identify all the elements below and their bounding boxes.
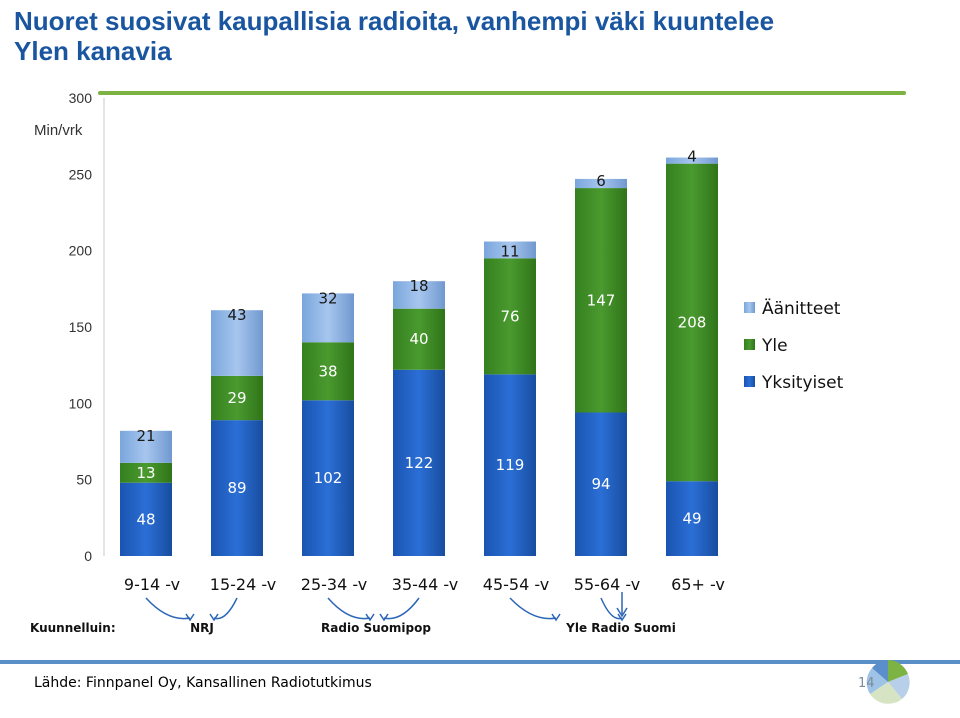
y-tick-label: 150 <box>69 319 93 335</box>
bar-segment-yksityiset <box>120 482 172 556</box>
legend-swatch-yksityiset <box>744 376 755 387</box>
arrow-head <box>617 613 627 622</box>
bar-segment-yle <box>211 375 263 421</box>
source-note: Lähde: Finnpanel Oy, Kansallinen Radiotu… <box>34 675 372 691</box>
bar-segment-aanitteet <box>575 178 627 189</box>
bar-segment-yle <box>575 188 627 413</box>
legend-label-aanitteet: Äänitteet <box>762 298 841 319</box>
x-tick-label: 65+ -v <box>671 575 725 594</box>
bar-segment-yle <box>120 462 172 483</box>
y-tick-label: 300 <box>69 90 93 106</box>
bar-segment-aanitteet <box>484 241 536 259</box>
connector-arrow <box>509 597 557 620</box>
data-label-yksityiset: 48 <box>136 510 155 528</box>
x-tick-label: 55-64 -v <box>574 575 640 594</box>
y-tick-label: 200 <box>69 243 93 259</box>
bar-segment-aanitteet <box>666 157 718 164</box>
arrow-head <box>551 613 561 622</box>
arrow-head <box>379 613 389 622</box>
page-number: 14 <box>858 676 875 691</box>
arrow-head <box>616 607 628 618</box>
bar-segment-yle <box>393 308 445 370</box>
connector-arrow <box>145 597 191 620</box>
data-label-yle: 38 <box>318 362 337 380</box>
connector-arrow <box>383 597 420 620</box>
legend-swatch-aanitteet <box>744 302 755 313</box>
data-label-aanitteet: 11 <box>500 242 519 260</box>
bar-segment-aanitteet <box>120 430 172 463</box>
data-label-yle: 29 <box>227 389 246 407</box>
data-label-aanitteet: 4 <box>687 148 697 166</box>
data-label-aanitteet: 43 <box>227 306 246 324</box>
bar-segment-yle <box>484 258 536 375</box>
data-label-yksityiset: 89 <box>227 479 246 497</box>
y-axis-label: Min/vrk <box>34 122 83 139</box>
x-tick-label: 15-24 -v <box>210 575 276 594</box>
listener-row-label: Kuunnelluin: <box>30 621 116 635</box>
bar-segment-yksityiset <box>484 374 536 556</box>
data-label-yle: 208 <box>678 313 707 331</box>
arrow-head <box>365 613 375 622</box>
data-label-yksityiset: 94 <box>591 475 610 493</box>
x-tick-label: 9-14 -v <box>124 575 180 594</box>
station-label: NRJ <box>190 621 214 635</box>
bar-segment-aanitteet <box>211 310 263 376</box>
x-tick-label: 35-44 -v <box>392 575 458 594</box>
data-label-yle: 40 <box>409 330 428 348</box>
y-tick-label: 50 <box>76 472 92 488</box>
bar-segment-yksityiset <box>302 400 354 556</box>
legend-swatch-yle <box>744 339 755 350</box>
data-label-yle: 13 <box>136 464 155 482</box>
data-label-yksityiset: 119 <box>496 456 525 474</box>
data-label-aanitteet: 32 <box>318 289 337 307</box>
bar-segment-aanitteet <box>302 293 354 343</box>
bar-segment-yksityiset <box>666 481 718 556</box>
data-label-yksityiset: 122 <box>405 454 434 472</box>
arrow-head <box>185 613 195 622</box>
pie-logo-icon <box>866 660 910 704</box>
y-tick-label: 0 <box>84 548 92 564</box>
connector-arrow <box>327 597 371 620</box>
legend-label-yksityiset: Yksityiset <box>761 373 844 393</box>
title-accent-line <box>98 91 906 95</box>
bar-segment-yksityiset <box>393 369 445 556</box>
page-title: Nuoret suosivat kaupallisia radioita, va… <box>14 6 775 66</box>
station-label: Yle Radio Suomi <box>565 621 676 635</box>
data-label-yksityiset: 49 <box>682 510 701 528</box>
x-tick-label: 25-34 -v <box>301 575 367 594</box>
stacked-bar-chart: Min/vrk 0 50 100 150 200 250 300 48 13 21 89 29 43 1… <box>30 90 844 635</box>
data-label-aanitteet: 6 <box>596 172 606 190</box>
data-label-yksityiset: 102 <box>314 469 343 487</box>
data-label-yle: 76 <box>500 307 519 325</box>
station-label: Radio Suomipop <box>321 621 431 635</box>
data-label-aanitteet: 21 <box>136 427 155 445</box>
y-tick-label: 250 <box>69 166 93 182</box>
x-tick-label: 45-54 -v <box>483 575 549 594</box>
bar-segment-yle <box>302 342 354 401</box>
footer-divider <box>0 660 960 664</box>
bar-segment-aanitteet <box>393 281 445 309</box>
data-label-aanitteet: 18 <box>409 277 428 295</box>
bar-segment-yksityiset <box>575 412 627 556</box>
bar-segment-yle <box>666 163 718 482</box>
data-label-yle: 147 <box>587 291 616 309</box>
bar-segment-yksityiset <box>211 420 263 556</box>
legend-label-yle: Yle <box>761 336 788 356</box>
arrow-head <box>209 613 219 622</box>
y-tick-label: 100 <box>69 395 93 411</box>
